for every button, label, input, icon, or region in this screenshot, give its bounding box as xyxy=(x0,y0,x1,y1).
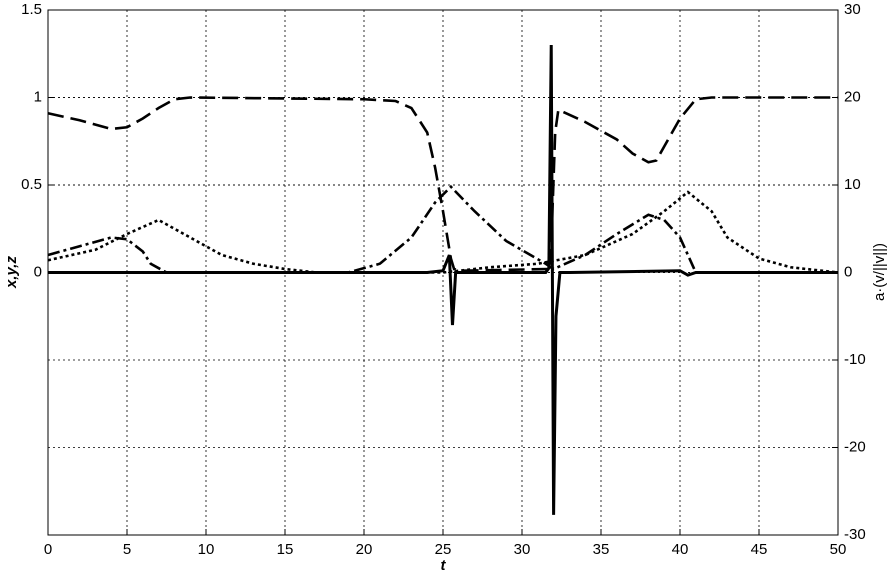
y2-tick-label: 0 xyxy=(844,263,852,280)
y-tick-label: 0 xyxy=(34,263,42,280)
x-tick-label: 45 xyxy=(751,541,768,558)
x-tick-label: 35 xyxy=(593,541,610,558)
y2-tick-label: 10 xyxy=(844,176,861,193)
y2-tick-label: -30 xyxy=(844,526,866,543)
x-tick-label: 30 xyxy=(514,541,531,558)
x-tick-label: 10 xyxy=(198,541,215,558)
series-line xyxy=(48,44,838,515)
x-tick-label: 20 xyxy=(356,541,373,558)
y2-tick-label: -20 xyxy=(844,438,866,455)
y-tick-label: 0.5 xyxy=(21,176,42,193)
series-line xyxy=(47,184,838,274)
y-tick-label: 1.5 xyxy=(21,1,42,18)
x-tick-label: 40 xyxy=(672,541,689,558)
x-tick-label: 25 xyxy=(435,541,452,558)
y2-tick-label: 20 xyxy=(844,88,861,105)
y2-axis-label: a·(v/||v||) xyxy=(871,243,888,301)
y2-tick-label: -10 xyxy=(844,351,866,368)
x-tick-label: 50 xyxy=(830,541,847,558)
series-line xyxy=(47,96,838,273)
y-tick-label: 1 xyxy=(34,88,42,105)
y-axis-label: x,y,z xyxy=(3,256,20,289)
x-tick-label: 15 xyxy=(277,541,294,558)
x-tick-label: 5 xyxy=(123,541,131,558)
x-tick-label: 0 xyxy=(44,541,52,558)
x-axis-label: t xyxy=(441,557,447,574)
y2-tick-label: 30 xyxy=(844,1,861,18)
